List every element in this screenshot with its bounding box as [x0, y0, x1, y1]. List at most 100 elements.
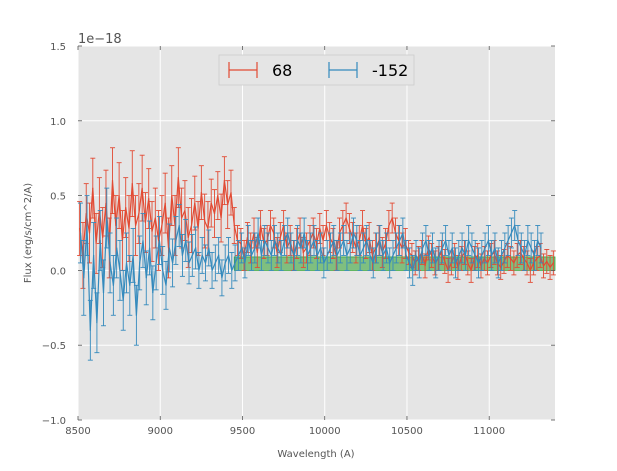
data-point — [345, 217, 347, 219]
data-point — [165, 284, 167, 286]
data-point — [164, 202, 166, 204]
series-layer — [77, 147, 556, 361]
data-point — [329, 236, 331, 239]
data-point — [348, 227, 350, 230]
y-axis-label: Flux (erg/s/cm^2/A) — [23, 183, 34, 283]
data-point — [517, 239, 519, 242]
data-point — [520, 247, 522, 249]
data-point — [125, 262, 128, 264]
data-point — [316, 254, 318, 256]
series-68 — [77, 147, 556, 289]
data-point — [510, 257, 512, 259]
data-point — [122, 299, 124, 301]
data-point — [362, 247, 364, 249]
data-point — [368, 236, 370, 239]
data-point — [148, 198, 150, 200]
x-axis-label: Wavelength (A) — [277, 449, 354, 460]
legend-label-68: 68 — [272, 61, 292, 80]
data-point — [88, 232, 91, 234]
data-point — [105, 202, 107, 204]
data-point — [224, 262, 226, 264]
data-point — [319, 227, 321, 230]
axis-ticks: 8500 9000 9500 10000 10500 11000 −1.0 −0.5 0.0 0.… — [42, 42, 555, 437]
data-point — [302, 251, 304, 253]
data-point — [356, 239, 358, 242]
data-point — [151, 230, 153, 233]
data-point — [128, 227, 130, 230]
data-point — [385, 242, 387, 245]
data-point — [542, 265, 545, 267]
data-point — [549, 266, 551, 268]
data-point — [283, 239, 285, 242]
data-point — [218, 254, 220, 256]
data-point — [135, 224, 137, 227]
data-point — [221, 277, 223, 279]
data-point — [484, 247, 486, 249]
data-point — [89, 329, 91, 331]
data-point — [190, 224, 193, 227]
data-point — [352, 232, 355, 234]
data-point — [244, 262, 246, 264]
data-point — [464, 254, 466, 256]
data-point — [471, 247, 473, 249]
data-point — [470, 269, 472, 271]
data-point — [339, 247, 341, 249]
data-point — [86, 224, 88, 227]
data-point — [329, 247, 332, 249]
data-point — [234, 262, 236, 264]
data-point — [139, 262, 141, 264]
data-point — [372, 262, 374, 264]
data-point — [391, 217, 393, 219]
data-point — [174, 224, 176, 227]
data-point — [500, 254, 503, 256]
data-point — [141, 187, 143, 189]
data-point — [93, 254, 95, 256]
data-point — [300, 247, 302, 249]
data-point — [269, 224, 271, 227]
data-point — [310, 247, 312, 249]
data-point — [99, 239, 101, 242]
data-point — [154, 217, 156, 219]
data-point — [149, 247, 151, 249]
data-point — [181, 217, 183, 219]
data-point — [181, 254, 183, 256]
data-point — [145, 277, 147, 279]
data-point — [220, 217, 222, 219]
data-point — [144, 221, 146, 224]
series-minus-152 — [77, 187, 544, 361]
legend-label-minus-152: -152 — [372, 61, 408, 80]
data-point — [519, 251, 522, 253]
data-point — [297, 239, 299, 242]
data-point — [445, 239, 447, 242]
data-point — [254, 247, 256, 249]
data-point — [474, 254, 476, 256]
data-point — [527, 239, 529, 242]
data-point — [313, 239, 315, 242]
data-point — [155, 262, 157, 264]
data-point — [395, 247, 397, 249]
data-point — [96, 322, 98, 324]
data-point — [524, 254, 526, 256]
data-point — [473, 257, 475, 259]
data-point — [440, 251, 443, 253]
offset-text: 1e−18 — [78, 32, 122, 47]
y-tick-label: −1.0 — [42, 416, 66, 427]
data-point — [362, 224, 364, 227]
legend-entry-68: 68 — [228, 61, 292, 80]
data-point — [161, 224, 163, 227]
data-point — [480, 265, 482, 267]
data-point — [369, 254, 371, 256]
data-point — [191, 254, 193, 256]
data-point — [135, 314, 137, 316]
data-point — [526, 262, 528, 264]
data-point — [111, 180, 114, 182]
data-point — [178, 224, 180, 227]
data-point — [435, 262, 437, 264]
data-point — [417, 257, 420, 259]
data-point — [138, 213, 140, 215]
data-point — [260, 224, 262, 227]
data-point — [405, 254, 407, 256]
data-point — [497, 262, 499, 264]
data-point — [494, 247, 496, 249]
